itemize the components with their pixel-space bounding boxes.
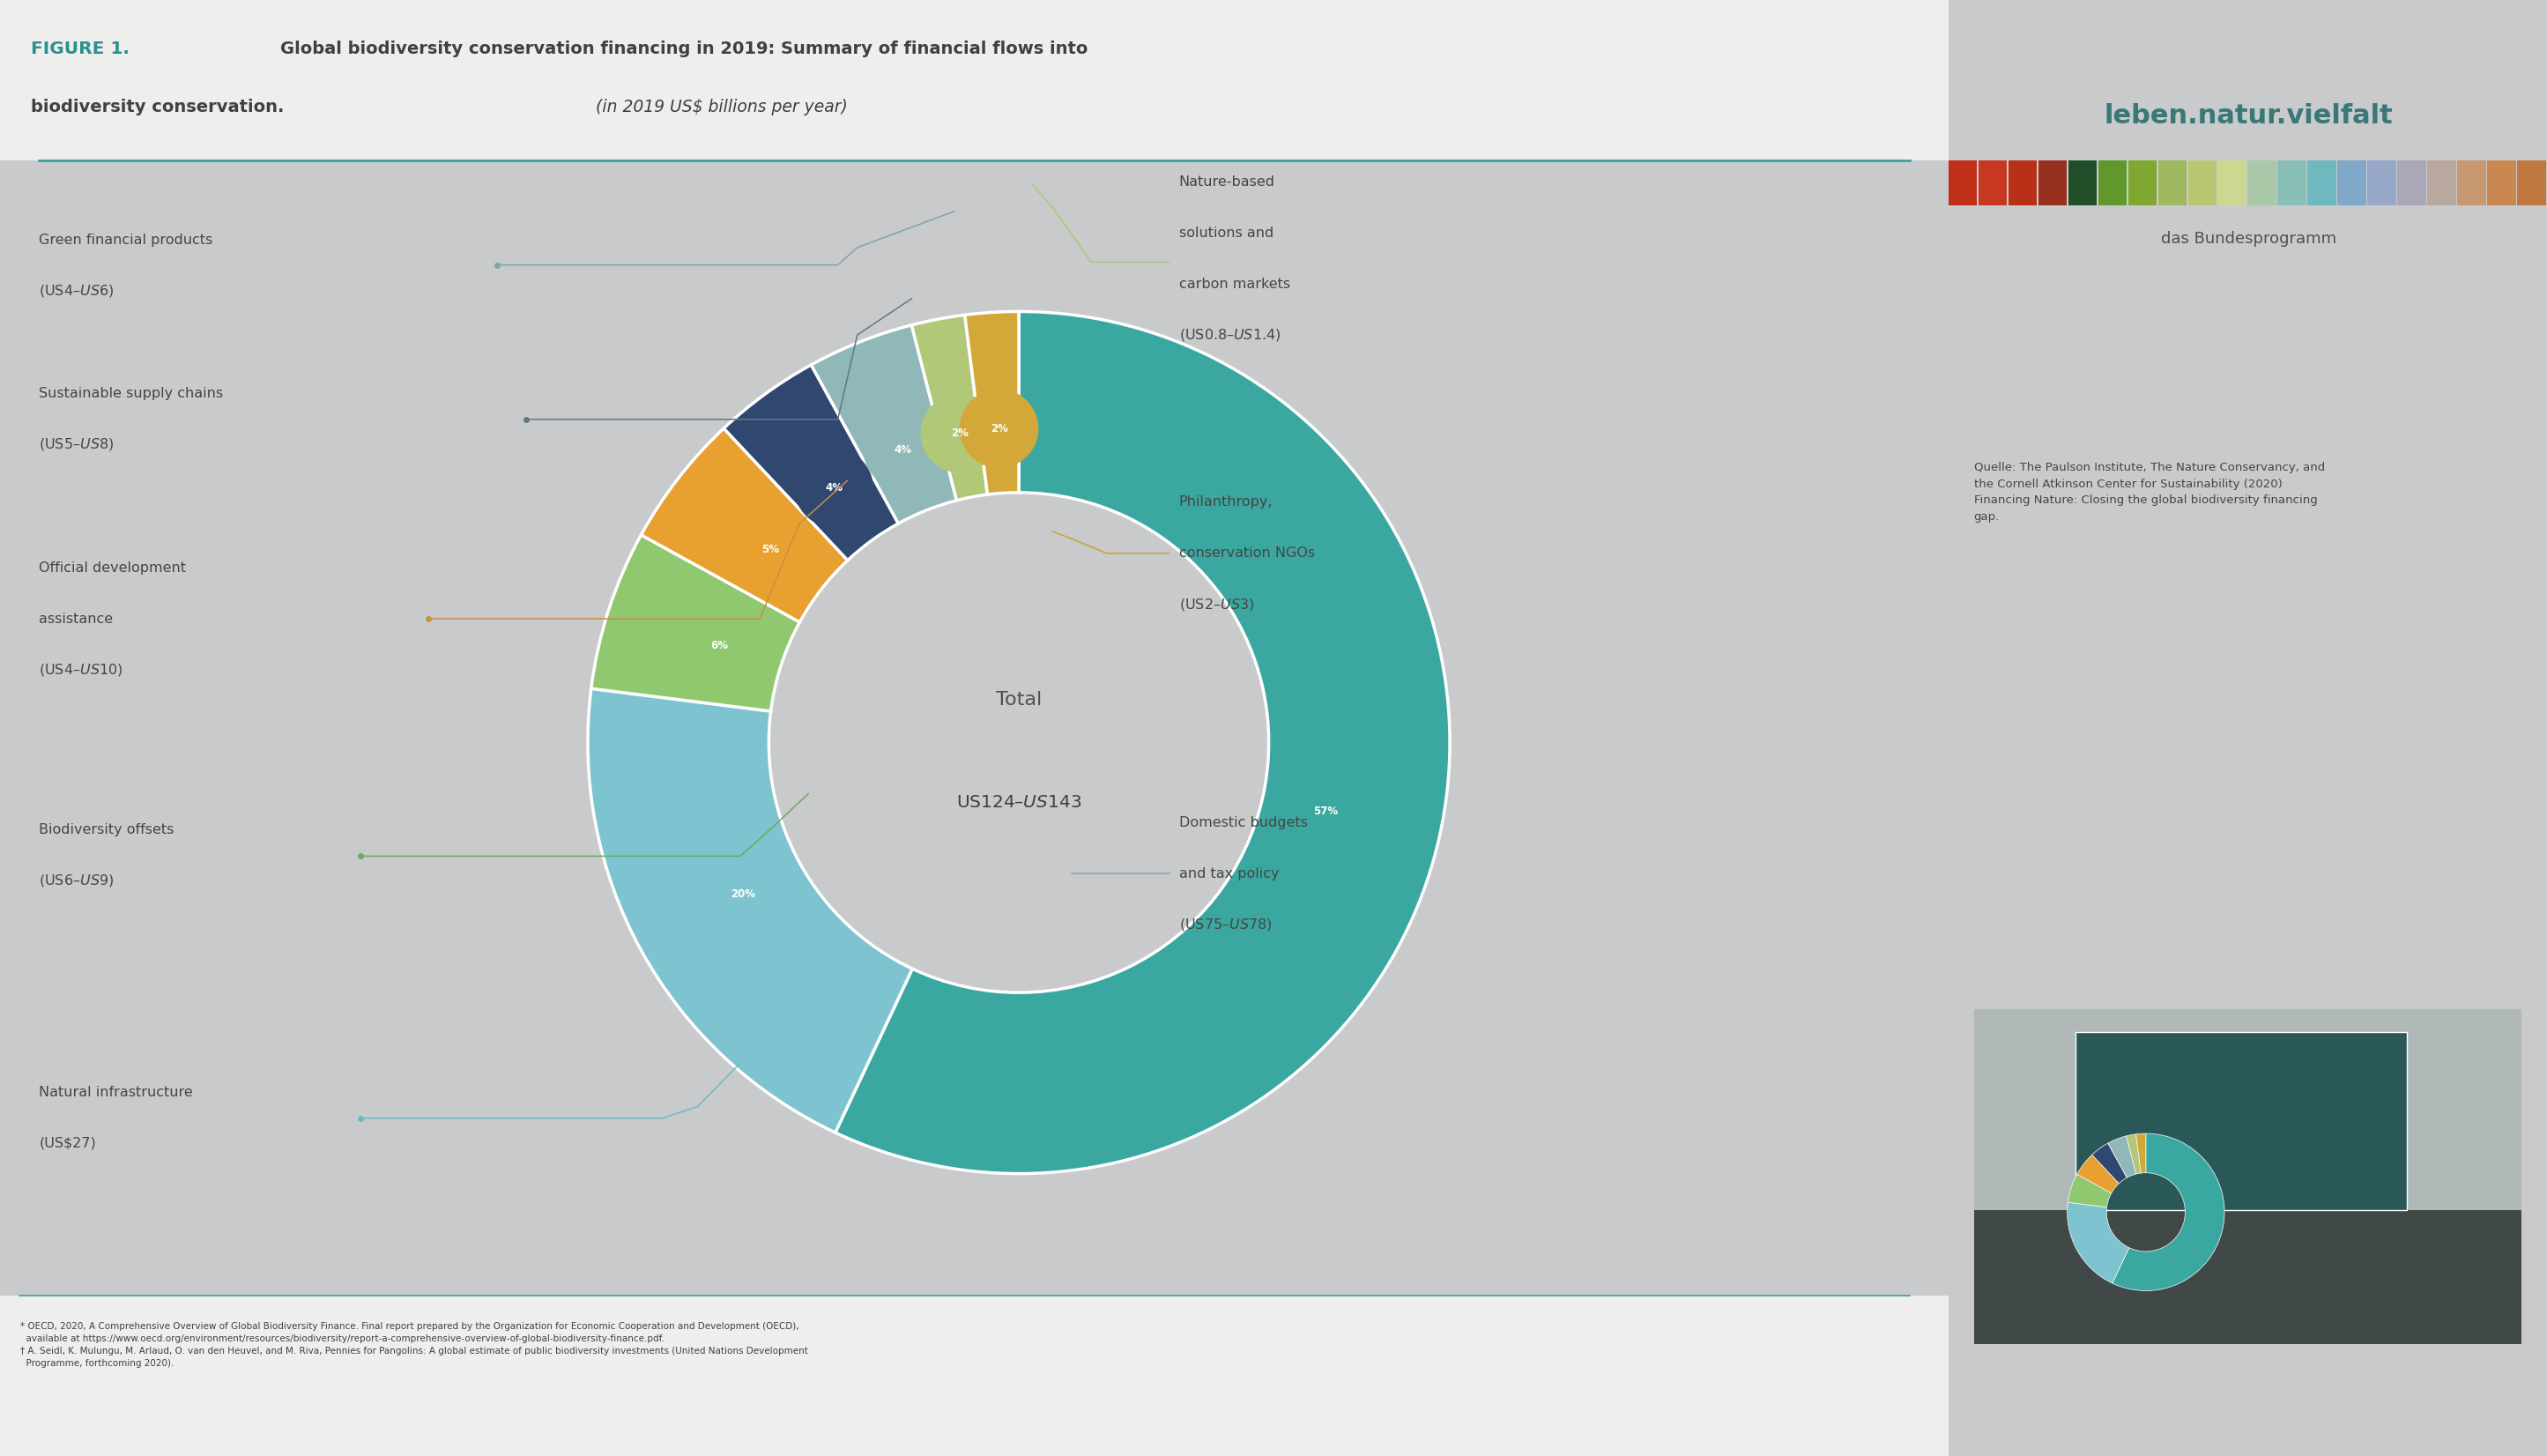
Bar [2458, 160, 2486, 205]
Text: (in 2019 US$ billions per year): (in 2019 US$ billions per year) [596, 99, 848, 115]
Text: * OECD, 2020, A Comprehensive Overview of Global Biodiversity Finance. Final rep: * OECD, 2020, A Comprehensive Overview o… [20, 1322, 807, 1367]
Bar [2308, 160, 2336, 205]
Bar [2369, 160, 2397, 205]
Wedge shape [2091, 1143, 2127, 1184]
Text: 6%: 6% [711, 639, 728, 651]
Text: Sustainable supply chains: Sustainable supply chains [38, 386, 224, 400]
Text: and tax policy: and tax policy [1179, 866, 1279, 881]
Bar [2249, 160, 2277, 205]
Text: carbon markets: carbon markets [1179, 277, 1289, 291]
Wedge shape [588, 689, 912, 1133]
Wedge shape [2068, 1174, 2111, 1207]
Wedge shape [965, 312, 1019, 495]
Bar [2076, 1032, 2407, 1210]
Wedge shape [591, 534, 800, 711]
Text: Total: Total [996, 690, 1042, 708]
Text: (US$6 – US$9): (US$6 – US$9) [38, 874, 115, 888]
Text: solutions and: solutions and [1179, 226, 1274, 240]
Text: Official development: Official development [38, 561, 186, 575]
Wedge shape [912, 314, 988, 501]
Text: Philanthropy,: Philanthropy, [1179, 495, 1274, 510]
Wedge shape [723, 365, 899, 561]
Bar [2397, 160, 2425, 205]
Text: Global biodiversity conservation financing in 2019: Summary of financial flows i: Global biodiversity conservation financi… [280, 41, 1088, 57]
Bar [2188, 160, 2216, 205]
Text: 5%: 5% [762, 545, 779, 555]
Wedge shape [810, 325, 958, 524]
Wedge shape [642, 428, 848, 622]
Text: Nature-based: Nature-based [1179, 175, 1276, 189]
Bar [2038, 160, 2066, 205]
Text: Quelle: The Paulson Institute, The Nature Conservancy, and
the Cornell Atkinson : Quelle: The Paulson Institute, The Natur… [1974, 462, 2325, 523]
Wedge shape [2076, 1155, 2119, 1192]
Text: (US$2 – US$3): (US$2 – US$3) [1179, 597, 1253, 612]
Circle shape [795, 450, 874, 527]
Bar [2277, 160, 2308, 205]
Bar [2068, 160, 2096, 205]
Wedge shape [2068, 1203, 2129, 1283]
Bar [2427, 160, 2455, 205]
Wedge shape [2137, 1133, 2147, 1174]
Text: conservation NGOs: conservation NGOs [1179, 546, 1314, 561]
Bar [2127, 160, 2157, 205]
Circle shape [863, 411, 942, 489]
Text: 4%: 4% [894, 444, 912, 456]
Text: assistance: assistance [38, 612, 112, 626]
Bar [2007, 160, 2038, 205]
Wedge shape [2109, 1136, 2137, 1178]
Text: das Bundesprogramm: das Bundesprogramm [2162, 232, 2336, 248]
Circle shape [960, 390, 1037, 467]
Bar [2218, 160, 2246, 205]
Text: Biodiversity offsets: Biodiversity offsets [38, 823, 173, 837]
Text: (US$5 – US$8): (US$5 – US$8) [38, 437, 115, 451]
Text: (US$4 – US$10): (US$4 – US$10) [38, 662, 122, 677]
Bar [0, 1296, 1948, 1456]
Bar [0, 0, 1948, 160]
Bar [1948, 160, 1976, 205]
Bar [2516, 160, 2547, 205]
Bar [1979, 160, 2007, 205]
Wedge shape [2111, 1133, 2224, 1291]
Bar [1974, 1210, 2522, 1344]
Bar [2157, 160, 2185, 205]
Text: Domestic budgets: Domestic budgets [1179, 815, 1307, 830]
Text: Green financial products: Green financial products [38, 233, 214, 248]
Text: 57%: 57% [1314, 805, 1337, 817]
Wedge shape [2127, 1134, 2142, 1174]
Circle shape [680, 607, 759, 684]
Bar [1974, 1009, 2522, 1344]
Circle shape [922, 395, 998, 472]
Text: 20%: 20% [731, 888, 756, 900]
Text: (US$27): (US$27) [38, 1136, 97, 1150]
Text: (US$75 – US$78): (US$75 – US$78) [1179, 917, 1271, 932]
Text: Natural infrastructure: Natural infrastructure [38, 1085, 194, 1099]
Text: biodiversity conservation.: biodiversity conservation. [31, 99, 283, 115]
Text: (US$0.8 – US$1.4): (US$0.8 – US$1.4) [1179, 328, 1281, 342]
Text: FIGURE 1.: FIGURE 1. [31, 41, 130, 57]
Circle shape [1286, 772, 1365, 850]
Bar [2486, 160, 2516, 205]
Circle shape [731, 511, 810, 588]
Bar [2099, 160, 2127, 205]
Text: (US$4 – US$6): (US$4 – US$6) [38, 284, 115, 298]
Text: 2%: 2% [991, 422, 1009, 434]
Text: US$124 – US$143: US$124 – US$143 [955, 795, 1082, 811]
Circle shape [706, 855, 782, 933]
Wedge shape [835, 312, 1449, 1174]
Text: leben.natur.vielfalt: leben.natur.vielfalt [2104, 103, 2394, 130]
Text: 4%: 4% [825, 482, 843, 494]
Bar [2338, 160, 2366, 205]
Text: 2%: 2% [950, 428, 968, 440]
